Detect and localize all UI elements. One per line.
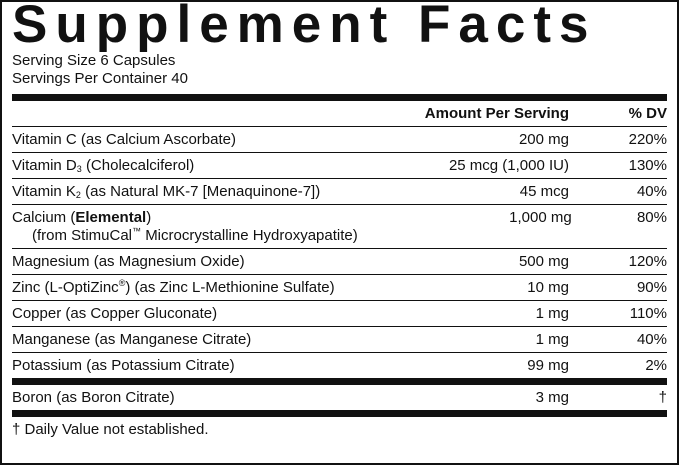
spacer bbox=[12, 105, 349, 123]
text: (as Zinc L-Methionine Sulfate) bbox=[134, 279, 335, 296]
nutrient-row: Vitamin D3 (Cholecalciferol) 25 mcg (1,0… bbox=[12, 153, 667, 179]
amount: 10 mg bbox=[527, 279, 569, 296]
text: Zinc (L-OptiZinc bbox=[12, 279, 119, 296]
subscript: 3 bbox=[76, 164, 82, 174]
nutrient-name: Magnesium (as Magnesium Oxide) bbox=[12, 253, 245, 270]
amount: 500 mg bbox=[518, 253, 569, 270]
daily-value: 90% bbox=[636, 279, 667, 296]
daily-value: 40% bbox=[636, 331, 667, 348]
nutrient-row: Magnesium (as Magnesium Oxide) 500 mg 12… bbox=[12, 249, 667, 275]
nutrient-row: Potassium (as Potassium Citrate) 99 mg 2… bbox=[12, 353, 667, 378]
amount: 45 mcg bbox=[519, 183, 569, 200]
nutrient-row: Zinc (L-OptiZinc®) (as Zinc L-Methionine… bbox=[12, 275, 667, 301]
source: (from StimuCal™ Microcrystalline Hydroxy… bbox=[12, 226, 358, 245]
amount: 25 mcg (1,000 IU) bbox=[448, 157, 569, 174]
text: (as Natural MK-7 [Menaquinone-7]) bbox=[85, 183, 321, 200]
daily-value: † bbox=[658, 389, 667, 406]
nutrient-row: Manganese (as Manganese Citrate) 1 mg 40… bbox=[12, 327, 667, 353]
daily-value: 110% bbox=[629, 305, 667, 322]
text: Microcrystalline Hydroxyapatite) bbox=[145, 227, 358, 244]
nutrient-row: Boron (as Boron Citrate) 3 mg † bbox=[12, 385, 667, 410]
column-header: % DV bbox=[628, 105, 667, 122]
nutrient-row: Vitamin C (as Calcium Ascorbate) 200 mg … bbox=[12, 127, 667, 153]
nutrient-name: Potassium (as Potassium Citrate) bbox=[12, 357, 235, 374]
text: Vitamin K bbox=[12, 183, 76, 200]
daily-value: 40% bbox=[636, 183, 667, 200]
title: Supplement Facts bbox=[12, 0, 597, 52]
superscript: ® bbox=[118, 278, 126, 288]
column-header: Amount Per Serving bbox=[424, 105, 569, 122]
subscript: 2 bbox=[75, 190, 81, 200]
nutrient-row: Calcium (Elemental) (from StimuCal™ Micro… bbox=[12, 205, 667, 249]
nutrient-name: Vitamin K2 (as Natural MK-7 [Menaquinone… bbox=[12, 183, 349, 201]
nutrient-name: Vitamin C (as Calcium Ascorbate) bbox=[12, 131, 236, 148]
daily-value: 120% bbox=[628, 253, 667, 270]
text: (from StimuCal bbox=[32, 227, 133, 244]
rule bbox=[12, 378, 667, 385]
nutrient-row: Copper (as Copper Gluconate) 1 mg 110% bbox=[12, 301, 667, 327]
nutrient-name: Zinc (L-OptiZinc®) (as Zinc L-Methionine… bbox=[12, 279, 349, 297]
serving-size: Serving Size 6 Capsules bbox=[12, 52, 176, 69]
text: Calcium ( bbox=[12, 209, 76, 226]
nutrient-name: Copper (as Copper Gluconate) bbox=[12, 305, 218, 322]
daily-value: 130% bbox=[628, 157, 667, 174]
text: ) bbox=[125, 279, 131, 296]
amount: 200 mg bbox=[518, 131, 569, 148]
bold-text: Elemental bbox=[75, 209, 147, 226]
amount: 3 mg bbox=[535, 389, 569, 406]
text: ) bbox=[146, 209, 152, 226]
amount: 1 mg bbox=[535, 331, 569, 348]
amount: 1 mg bbox=[535, 305, 569, 322]
daily-value: 80% bbox=[636, 209, 667, 226]
nutrient-name: Manganese (as Manganese Citrate) bbox=[12, 331, 252, 348]
rule bbox=[12, 94, 667, 101]
amount: 1,000 mg bbox=[509, 209, 572, 226]
daily-value: 2% bbox=[645, 357, 667, 374]
header-row: Amount Per Serving % DV bbox=[12, 101, 667, 127]
nutrient-name: Boron (as Boron Citrate) bbox=[12, 389, 175, 406]
rule bbox=[12, 410, 667, 417]
footnote: † Daily Value not established. bbox=[12, 421, 209, 438]
daily-value: 220% bbox=[628, 131, 667, 148]
amount: 99 mg bbox=[527, 357, 569, 374]
text: (Cholecalciferol) bbox=[85, 157, 195, 174]
nutrient-name: Calcium (Elemental) (from StimuCal™ Micro… bbox=[12, 209, 358, 245]
nutrient-name: Vitamin D3 (Cholecalciferol) bbox=[12, 157, 349, 175]
servings-per-container: Servings Per Container 40 bbox=[12, 70, 188, 87]
nutrient-row: Vitamin K2 (as Natural MK-7 [Menaquinone… bbox=[12, 179, 667, 205]
text: Vitamin D bbox=[12, 157, 77, 174]
superscript: ™ bbox=[132, 226, 142, 236]
